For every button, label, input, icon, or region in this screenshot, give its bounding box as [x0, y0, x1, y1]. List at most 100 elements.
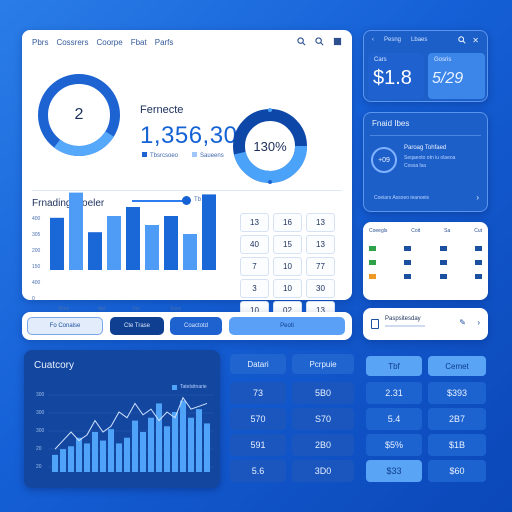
bar[interactable] — [126, 207, 140, 270]
close-icon[interactable]: ✕ — [472, 36, 479, 45]
grid-cell[interactable]: 3 — [240, 279, 269, 298]
nav-item[interactable]: Pbrs — [32, 38, 49, 47]
bar[interactable] — [88, 232, 102, 270]
grid-cell[interactable]: 7 — [240, 257, 269, 276]
bar[interactable] — [145, 225, 159, 270]
bar[interactable] — [60, 449, 66, 472]
legend-label: Tatelsitnarie — [180, 384, 207, 390]
chevron-right-icon[interactable]: › — [477, 318, 480, 327]
y-tick: 300 — [36, 392, 45, 398]
column-header[interactable]: Cemet — [428, 356, 486, 376]
column-header[interactable]: Datari — [230, 354, 286, 374]
table-cell[interactable]: 5.6 — [230, 460, 286, 482]
bar[interactable] — [107, 216, 121, 270]
table-row[interactable] — [369, 260, 482, 265]
search-icon[interactable] — [297, 37, 306, 48]
table-cell[interactable]: 591 — [230, 434, 286, 456]
table-cell[interactable]: 3D0 — [292, 460, 354, 482]
table-cell[interactable]: 73 — [230, 382, 286, 404]
bar[interactable] — [68, 446, 74, 472]
column-header[interactable]: Tbf — [366, 356, 422, 376]
grid-icon[interactable] — [333, 37, 342, 48]
table-cell[interactable]: 570 — [230, 408, 286, 430]
report-title: Paspsitesday — [385, 316, 421, 322]
grid-cell[interactable]: 40 — [240, 235, 269, 254]
search-icon[interactable] — [315, 37, 324, 48]
card-subtitle: Lbaes — [411, 37, 428, 43]
bar[interactable] — [156, 403, 162, 472]
donut-chart-small: 2 — [34, 70, 124, 160]
grid-cell[interactable]: 30 — [306, 279, 335, 298]
bar[interactable] — [202, 194, 216, 270]
grid-cell[interactable]: 13 — [306, 235, 335, 254]
table-cell[interactable]: S70 — [292, 408, 354, 430]
table-cell[interactable]: $33 — [366, 460, 422, 482]
card-title: Pesng — [384, 37, 402, 43]
chart-legend: Tatelsitnarie — [172, 384, 207, 390]
value-bar — [439, 274, 447, 279]
bar[interactable] — [50, 217, 64, 270]
primary-button[interactable]: Peoti — [229, 317, 345, 335]
bar[interactable] — [183, 234, 197, 270]
grid-cell[interactable]: 10 — [273, 257, 302, 276]
column-header: Coeegls — [369, 228, 388, 234]
bar[interactable] — [180, 400, 186, 472]
edit-icon[interactable]: ✎ — [459, 318, 466, 327]
grid-cell[interactable]: 13 — [240, 213, 269, 232]
bar[interactable] — [204, 423, 210, 472]
filter-button[interactable]: Fo Conalse — [27, 317, 103, 335]
slider-handle[interactable] — [182, 196, 191, 205]
create-button[interactable]: Cte Trase — [110, 317, 164, 335]
divider — [32, 190, 342, 191]
slider-track[interactable] — [132, 200, 188, 202]
bar[interactable] — [100, 440, 106, 472]
search-icon[interactable] — [458, 36, 466, 46]
table-row[interactable] — [369, 274, 482, 279]
table-cell[interactable]: 5.4 — [366, 408, 422, 430]
table-cell[interactable]: $5% — [366, 434, 422, 456]
nav-item[interactable]: Fbat — [130, 38, 147, 47]
bar[interactable] — [84, 443, 90, 472]
table-cell[interactable]: $60 — [428, 460, 486, 482]
contact-button[interactable]: Coactotd — [170, 317, 222, 335]
grid-cell[interactable]: 16 — [273, 213, 302, 232]
bar[interactable] — [92, 432, 98, 472]
back-icon[interactable]: ‹ — [372, 37, 374, 43]
table-cell[interactable]: 2B0 — [292, 434, 354, 456]
bar[interactable] — [116, 443, 122, 472]
report-card[interactable]: Paspsitesday ✎ › — [363, 308, 488, 340]
table-row[interactable] — [369, 246, 482, 251]
table-cell[interactable]: $1B — [428, 434, 486, 456]
trend-line — [54, 396, 208, 450]
bar[interactable] — [196, 409, 202, 472]
nav-item[interactable]: Cossrers — [56, 38, 89, 47]
bar[interactable] — [164, 426, 170, 472]
bar[interactable] — [132, 420, 138, 472]
column-header[interactable]: Pcrpuie — [292, 354, 354, 374]
bar[interactable] — [108, 429, 114, 472]
bar[interactable] — [164, 216, 178, 270]
bar[interactable] — [76, 437, 82, 472]
bar[interactable] — [69, 192, 83, 270]
table-cell[interactable]: 2B7 — [428, 408, 486, 430]
grid-cell[interactable]: 77 — [306, 257, 335, 276]
nav-item[interactable]: Parfs — [154, 38, 174, 47]
table-cell[interactable]: 5B0 — [292, 382, 354, 404]
action-bar: Fo Conalse Cte Trase Coactotd Peoti — [22, 312, 352, 340]
bar[interactable] — [52, 454, 58, 472]
nav-item[interactable]: Coorpe — [96, 38, 123, 47]
report-subtitle — [385, 325, 425, 327]
value-bar — [474, 274, 482, 279]
bar[interactable] — [140, 432, 146, 472]
table-cell[interactable]: $393 — [428, 382, 486, 404]
bar[interactable] — [172, 412, 178, 472]
column-header: Cut — [474, 228, 482, 234]
grid-cell[interactable]: 13 — [306, 213, 335, 232]
chevron-right-icon[interactable]: › — [476, 193, 479, 202]
grid-cell[interactable]: 10 — [273, 279, 302, 298]
grid-cell[interactable]: 15 — [273, 235, 302, 254]
bar[interactable] — [148, 417, 154, 472]
bar[interactable] — [124, 437, 130, 472]
table-cell[interactable]: 2.31 — [366, 382, 422, 404]
bar[interactable] — [188, 417, 194, 472]
